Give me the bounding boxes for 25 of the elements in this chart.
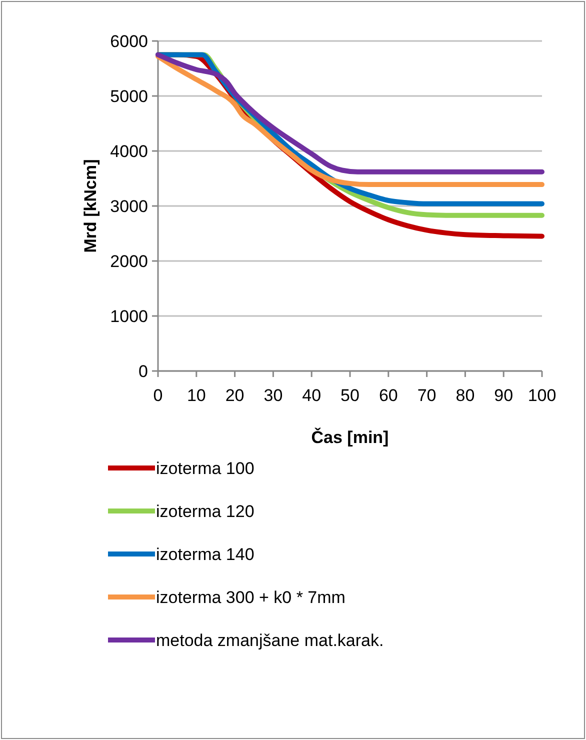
x-tick-label: 90 (494, 386, 514, 405)
legend-label: izoterma 100 (156, 458, 254, 478)
y-tick-label: 2000 (110, 252, 148, 271)
x-tick-label: 20 (225, 386, 244, 405)
y-tick-label: 3000 (110, 196, 148, 216)
x-axis-title: Čas [min] (311, 427, 389, 447)
legend-label: izoterma 120 (156, 502, 254, 521)
x-tick-label: 40 (302, 386, 322, 405)
y-tick-label: 6000 (110, 32, 148, 51)
x-tick-label: 10 (186, 386, 206, 405)
y-tick-label: 4000 (110, 142, 148, 161)
y-axis-title: Mrd [kNcm] (81, 159, 100, 253)
x-tick-label: 30 (264, 386, 283, 405)
legend-label: metoda zmanjšane mat.karak. (156, 630, 384, 650)
y-tick-label: 5000 (110, 86, 148, 106)
x-tick-label: 70 (417, 386, 436, 405)
x-tick-label: 50 (340, 386, 360, 405)
x-tick-label: 80 (456, 386, 475, 405)
y-tick-label: 1000 (110, 306, 148, 326)
y-tick-label: 0 (138, 362, 148, 381)
legend-label: izoterma 140 (156, 544, 254, 564)
x-tick-label: 0 (153, 386, 163, 405)
legend-label: izoterma 300 + k0 * 7mm (156, 588, 346, 607)
x-tick-label: 60 (378, 386, 398, 405)
x-tick-label: 100 (528, 386, 556, 405)
